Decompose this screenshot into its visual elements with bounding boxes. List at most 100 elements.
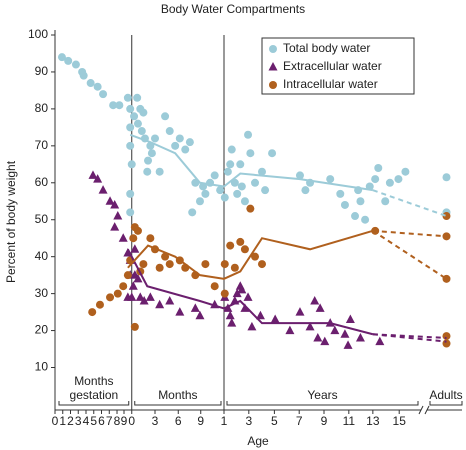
point bbox=[151, 134, 160, 143]
point bbox=[165, 127, 174, 136]
point bbox=[343, 340, 353, 349]
point bbox=[201, 189, 210, 198]
group-bracket bbox=[226, 401, 419, 406]
point bbox=[394, 175, 403, 184]
group-label: Years bbox=[307, 388, 337, 402]
axis-break bbox=[418, 405, 430, 415]
x-tick-label: 1 bbox=[221, 414, 228, 428]
point bbox=[130, 112, 139, 121]
group-label: Adults bbox=[429, 388, 462, 402]
point bbox=[188, 208, 197, 217]
y-tick-label: 40 bbox=[35, 249, 49, 263]
point bbox=[385, 178, 394, 187]
point bbox=[226, 160, 235, 169]
point bbox=[129, 234, 138, 243]
x-axis-label: Age bbox=[247, 434, 269, 448]
point bbox=[106, 293, 115, 302]
point bbox=[345, 314, 355, 323]
point bbox=[320, 336, 330, 346]
point bbox=[381, 197, 390, 206]
group-label: gestation bbox=[70, 388, 119, 402]
point bbox=[227, 318, 237, 327]
legend-label: Total body water bbox=[283, 41, 370, 55]
point bbox=[57, 53, 66, 62]
x-tick-label: 15 bbox=[393, 414, 407, 428]
point bbox=[236, 237, 245, 246]
point bbox=[126, 208, 135, 217]
point bbox=[133, 226, 142, 235]
y-tick-label: 10 bbox=[35, 360, 49, 374]
point bbox=[240, 303, 250, 312]
x-tick-label: 1 bbox=[59, 414, 66, 428]
point bbox=[442, 173, 451, 182]
point bbox=[244, 130, 253, 139]
point bbox=[355, 332, 365, 342]
point bbox=[145, 292, 155, 301]
legend-label: Extracellular water bbox=[283, 59, 382, 73]
trend-line-dashed bbox=[372, 229, 448, 280]
point bbox=[401, 167, 410, 176]
point bbox=[340, 200, 349, 209]
point bbox=[268, 149, 277, 158]
axis-break-gap bbox=[421, 407, 427, 413]
x-tick-label: 8 bbox=[114, 414, 121, 428]
point bbox=[237, 182, 246, 191]
x-tick-label: 9 bbox=[197, 414, 204, 428]
point bbox=[171, 141, 180, 150]
point bbox=[243, 292, 253, 301]
point bbox=[305, 321, 315, 331]
x-tick-label: 3 bbox=[152, 414, 159, 428]
y-axis-label: Percent of body weight bbox=[4, 160, 18, 283]
point bbox=[330, 325, 340, 335]
point bbox=[295, 171, 304, 180]
point bbox=[340, 329, 350, 338]
point bbox=[251, 252, 260, 261]
point bbox=[133, 93, 142, 102]
y-tick-label: 100 bbox=[28, 27, 48, 41]
group-bracket bbox=[58, 401, 130, 406]
point bbox=[301, 186, 310, 195]
group-label: Months bbox=[74, 374, 113, 388]
y-tick-label: 90 bbox=[35, 64, 49, 78]
point bbox=[88, 308, 97, 317]
point bbox=[119, 282, 128, 291]
point bbox=[375, 336, 385, 346]
point bbox=[220, 260, 229, 269]
point bbox=[227, 145, 236, 154]
point bbox=[201, 260, 210, 269]
point bbox=[247, 321, 257, 331]
point bbox=[190, 303, 200, 312]
x-tick-label: 9 bbox=[321, 414, 328, 428]
point bbox=[127, 160, 136, 169]
point bbox=[226, 241, 235, 250]
point bbox=[313, 332, 323, 342]
point bbox=[361, 215, 370, 224]
point bbox=[225, 310, 235, 320]
legend-label: Intracellular water bbox=[283, 77, 378, 91]
point bbox=[110, 199, 120, 209]
x-tick-label: 3 bbox=[245, 414, 252, 428]
point bbox=[133, 273, 143, 283]
x-tick-label: 3 bbox=[75, 414, 82, 428]
legend: Total body water Extracellular water Intra… bbox=[261, 37, 415, 95]
point bbox=[113, 289, 122, 298]
point bbox=[126, 123, 135, 132]
point bbox=[86, 79, 95, 88]
point bbox=[113, 211, 123, 220]
point bbox=[295, 307, 305, 316]
point bbox=[195, 197, 204, 206]
trend-line bbox=[129, 133, 373, 192]
y-tick-label: 20 bbox=[35, 323, 49, 337]
point bbox=[336, 189, 345, 198]
trend-line-dashed bbox=[372, 189, 447, 217]
point bbox=[165, 296, 175, 305]
point bbox=[175, 307, 185, 316]
point bbox=[130, 244, 140, 253]
point bbox=[240, 245, 249, 254]
point bbox=[155, 167, 164, 176]
point bbox=[161, 252, 170, 261]
point bbox=[88, 170, 98, 179]
point bbox=[210, 282, 219, 291]
point bbox=[118, 233, 128, 242]
